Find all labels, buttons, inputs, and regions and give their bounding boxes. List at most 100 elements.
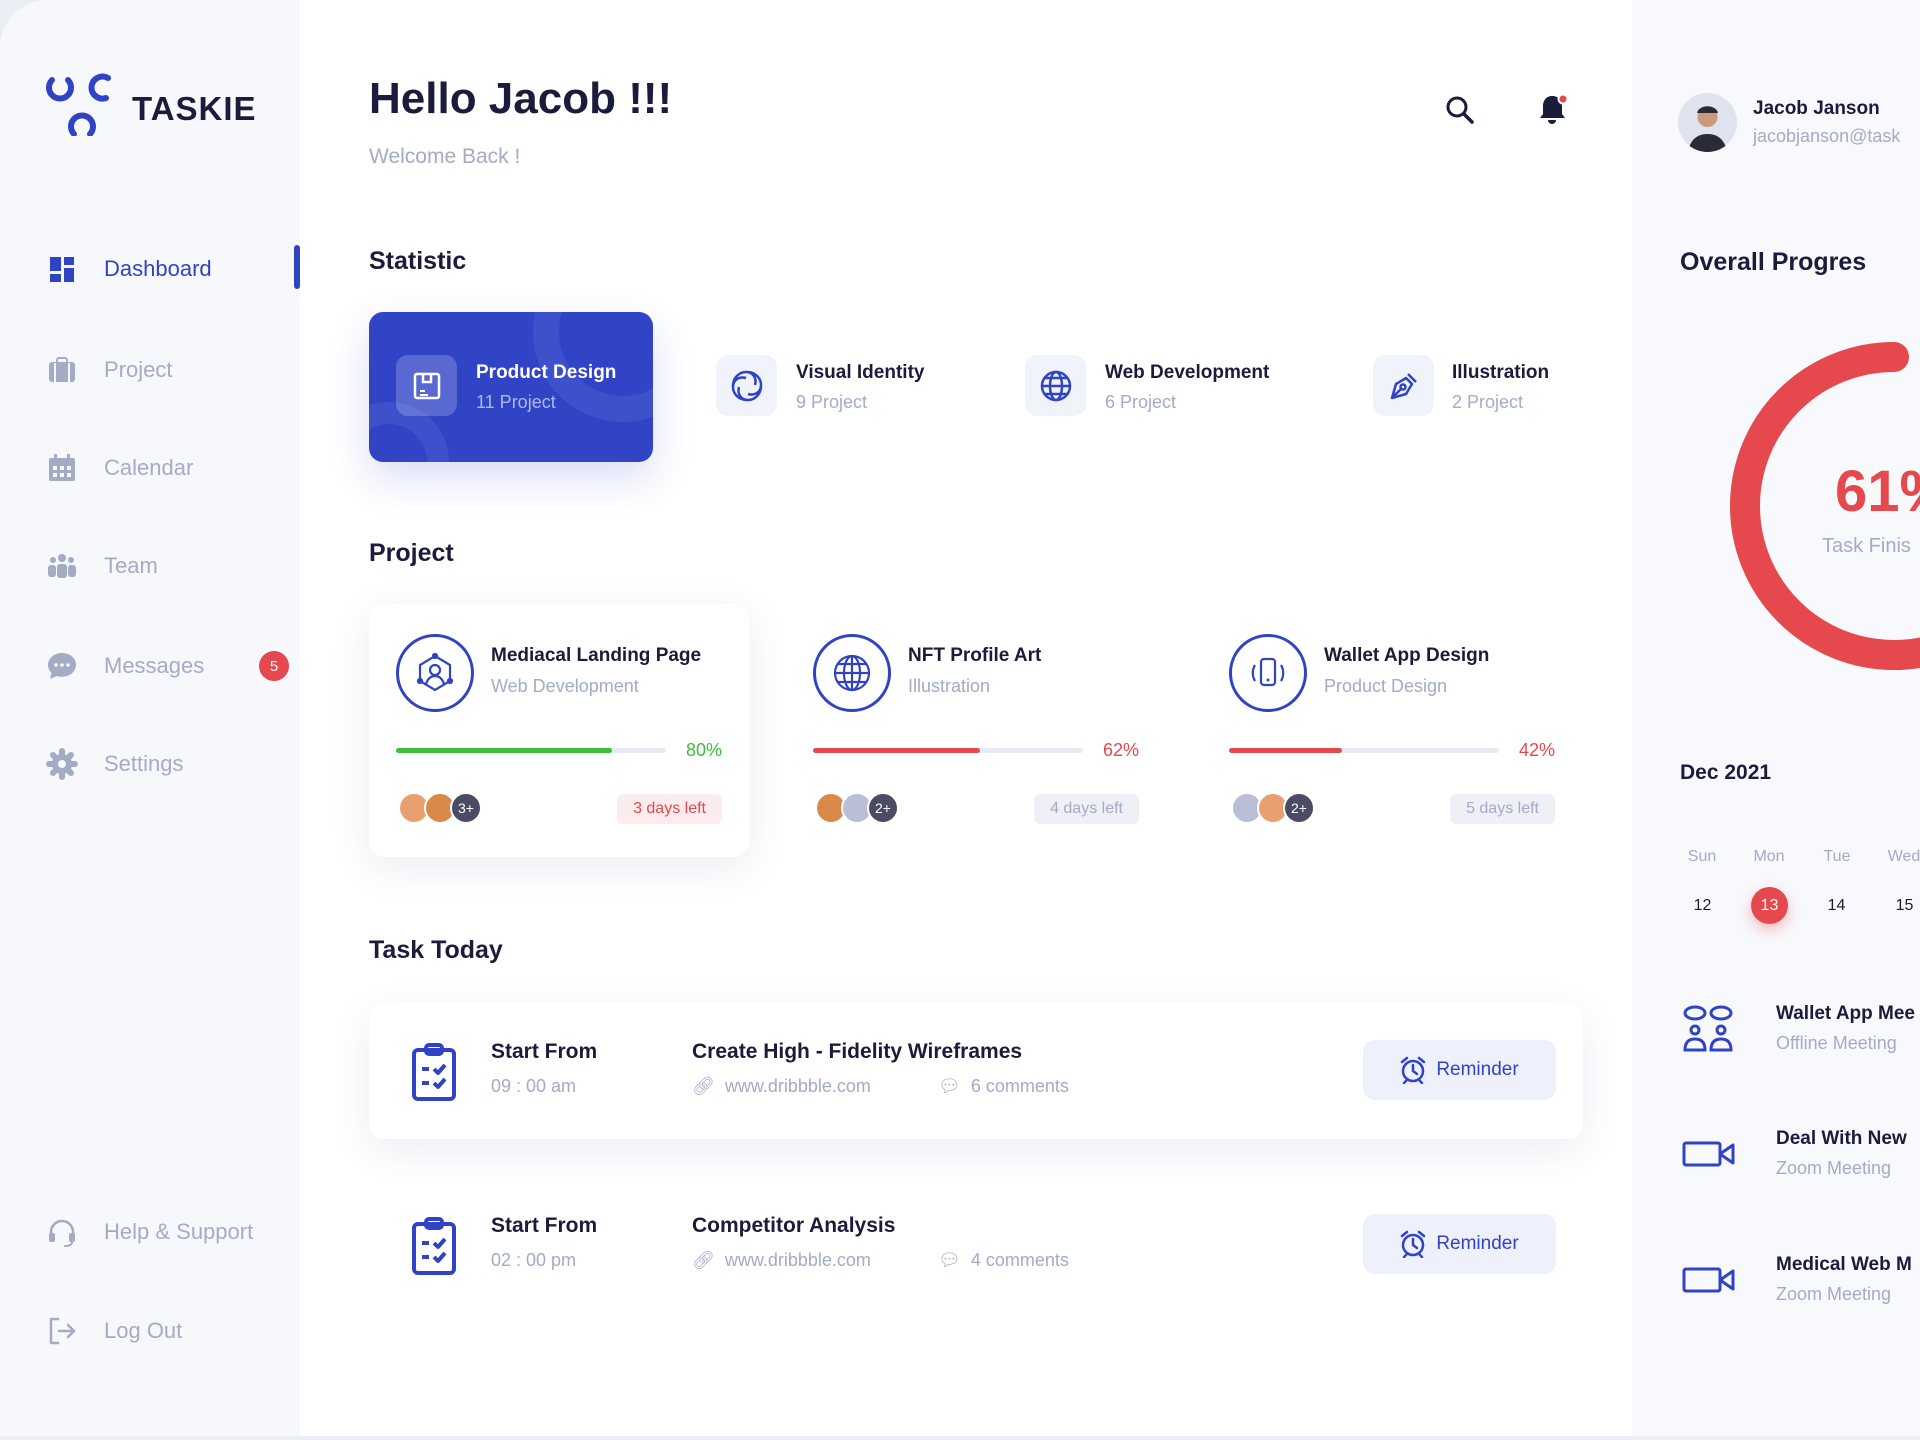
sidebar-item-label: Project — [104, 357, 173, 382]
project-category: Web Development — [491, 676, 639, 696]
globe-icon — [813, 634, 891, 712]
progress-fill — [396, 748, 612, 753]
notifications-button[interactable] — [1536, 92, 1570, 133]
project-card[interactable]: Mediacal Landing Page Web Development 80… — [369, 604, 749, 857]
progress-caption: Task Finis — [1822, 535, 1911, 557]
clipboard-check-icon — [412, 1043, 456, 1101]
logo[interactable] — [46, 72, 118, 141]
task-link-text: www.dribbble.com — [724, 1076, 871, 1096]
task-row[interactable]: Start From 02 : 00 pm Competitor Analysi… — [369, 1176, 1583, 1313]
sidebar-item-label: Calendar — [104, 455, 194, 480]
project-title: Mediacal Landing Page — [491, 645, 702, 666]
clipboard-check-icon — [412, 1217, 456, 1275]
task-title: Create High - Fidelity Wireframes — [692, 1040, 1023, 1063]
network-icon — [396, 634, 474, 712]
meeting-icon — [1683, 1005, 1733, 1052]
sidebar-item-messages[interactable]: Messages — [46, 646, 204, 686]
alarm-clock-icon — [1401, 1230, 1426, 1258]
start-label: Start From — [491, 1214, 598, 1237]
calendar-date[interactable]: 14 — [1827, 896, 1846, 914]
start-time: 02 : 00 pm — [491, 1250, 577, 1270]
video-icon — [1682, 1267, 1735, 1293]
days-left-badge: 3 days left — [617, 794, 722, 824]
days-left-badge: 5 days left — [1450, 794, 1555, 824]
calendar-date-selected[interactable]: 13 — [1751, 887, 1788, 924]
progress-percent: 80% — [685, 740, 722, 760]
globe-icon — [1025, 355, 1086, 416]
event-title: Wallet App Mee — [1776, 1003, 1915, 1024]
link-icon: 🔗︎ — [692, 1076, 715, 1096]
search-button[interactable] — [1444, 94, 1476, 131]
page-title: Hello Jacob !!! — [369, 74, 673, 123]
stat-title: Illustration — [1452, 362, 1550, 383]
task-row[interactable]: Start From 09 : 00 am Create High - Fide… — [369, 1002, 1583, 1139]
sidebar-item-calendar[interactable]: Calendar — [46, 448, 193, 488]
stat-title: Web Development — [1105, 362, 1270, 383]
project-card[interactable]: Wallet App Design Product Design 42% 2+ … — [1202, 604, 1582, 857]
task-link[interactable]: 🔗︎ www.dribbble.com — [692, 1076, 871, 1097]
member-avatars: 2+ — [815, 792, 899, 824]
avatar-more: 2+ — [1283, 792, 1315, 824]
sidebar-item-project[interactable]: Project — [46, 350, 172, 390]
task-link[interactable]: 🔗︎ www.dribbble.com — [692, 1250, 871, 1271]
project-title: Wallet App Design — [1324, 645, 1490, 666]
task-link-text: www.dribbble.com — [724, 1250, 871, 1270]
calendar-date[interactable]: 12 — [1693, 896, 1712, 914]
grid-icon — [50, 257, 74, 282]
reminder-button[interactable]: Reminder — [1363, 1040, 1556, 1100]
video-icon — [1682, 1141, 1735, 1167]
weekday-label: Wed — [1887, 848, 1920, 865]
stat-sub: 2 Project — [1452, 392, 1524, 412]
logout-icon — [49, 1317, 76, 1345]
logout-link[interactable]: Log Out — [46, 1311, 182, 1351]
progress-bar — [813, 748, 1083, 753]
sidebar-item-dashboard[interactable]: Dashboard — [46, 249, 212, 289]
alarm-clock-icon — [1401, 1056, 1426, 1084]
swirl-icon — [716, 355, 777, 416]
project-category: Illustration — [908, 676, 991, 696]
reminder-button[interactable]: Reminder — [1363, 1214, 1556, 1274]
search-icon — [1446, 96, 1474, 124]
progress-value: 61% — [1835, 459, 1920, 524]
task-comments[interactable]: 💬︎ 4 comments — [938, 1250, 1069, 1271]
help-label: Help & Support — [104, 1219, 254, 1244]
event-title: Deal With New — [1776, 1128, 1907, 1149]
stat-sub: 6 Project — [1105, 392, 1177, 412]
comments-count: 6 comments — [970, 1076, 1069, 1096]
days-left-badge: 4 days left — [1034, 794, 1139, 824]
briefcase-icon — [49, 357, 75, 382]
phone-vibrate-icon — [1229, 634, 1307, 712]
event-subtitle: Offline Meeting — [1776, 1033, 1897, 1053]
user-email: jacobjanson@task — [1753, 126, 1901, 146]
comments-count: 4 comments — [970, 1250, 1069, 1270]
pen-tool-icon — [1373, 355, 1434, 416]
user-avatar-icon — [1688, 106, 1727, 152]
progress-percent: 42% — [1518, 740, 1555, 760]
project-card[interactable]: NFT Profile Art Illustration 62% 2+ 4 da… — [786, 604, 1166, 857]
sidebar-item-label: Dashboard — [104, 256, 212, 281]
progress-percent: 62% — [1102, 740, 1139, 760]
task-comments[interactable]: 💬︎ 6 comments — [938, 1076, 1069, 1097]
avatar[interactable] — [1678, 93, 1737, 152]
logout-label: Log Out — [104, 1318, 183, 1343]
comment-icon: 💬︎ — [938, 1250, 961, 1270]
calendar-date[interactable]: 15 — [1895, 896, 1914, 914]
project-heading: Project — [369, 539, 454, 567]
sidebar-item-label: Team — [104, 553, 158, 578]
sidebar-item-settings[interactable]: Settings — [46, 744, 184, 784]
weekday-label: Mon — [1753, 848, 1785, 865]
stat-card-product-design[interactable]: Product Design 11 Project — [369, 312, 653, 462]
help-support-link[interactable]: Help & Support — [46, 1212, 253, 1252]
gear-icon — [46, 748, 78, 780]
event-title: Medical Web M — [1776, 1254, 1912, 1275]
sidebar-item-team[interactable]: Team — [46, 546, 158, 586]
stat-title: Visual Identity — [796, 362, 925, 383]
event-subtitle: Zoom Meeting — [1776, 1158, 1892, 1178]
team-icon — [48, 554, 76, 578]
avatar-more: 3+ — [450, 792, 482, 824]
comment-icon: 💬︎ — [938, 1076, 961, 1096]
start-label: Start From — [491, 1040, 598, 1063]
link-icon: 🔗︎ — [692, 1250, 715, 1270]
reminder-label: Reminder — [1436, 1059, 1519, 1080]
progress-arc — [1730, 342, 1920, 670]
